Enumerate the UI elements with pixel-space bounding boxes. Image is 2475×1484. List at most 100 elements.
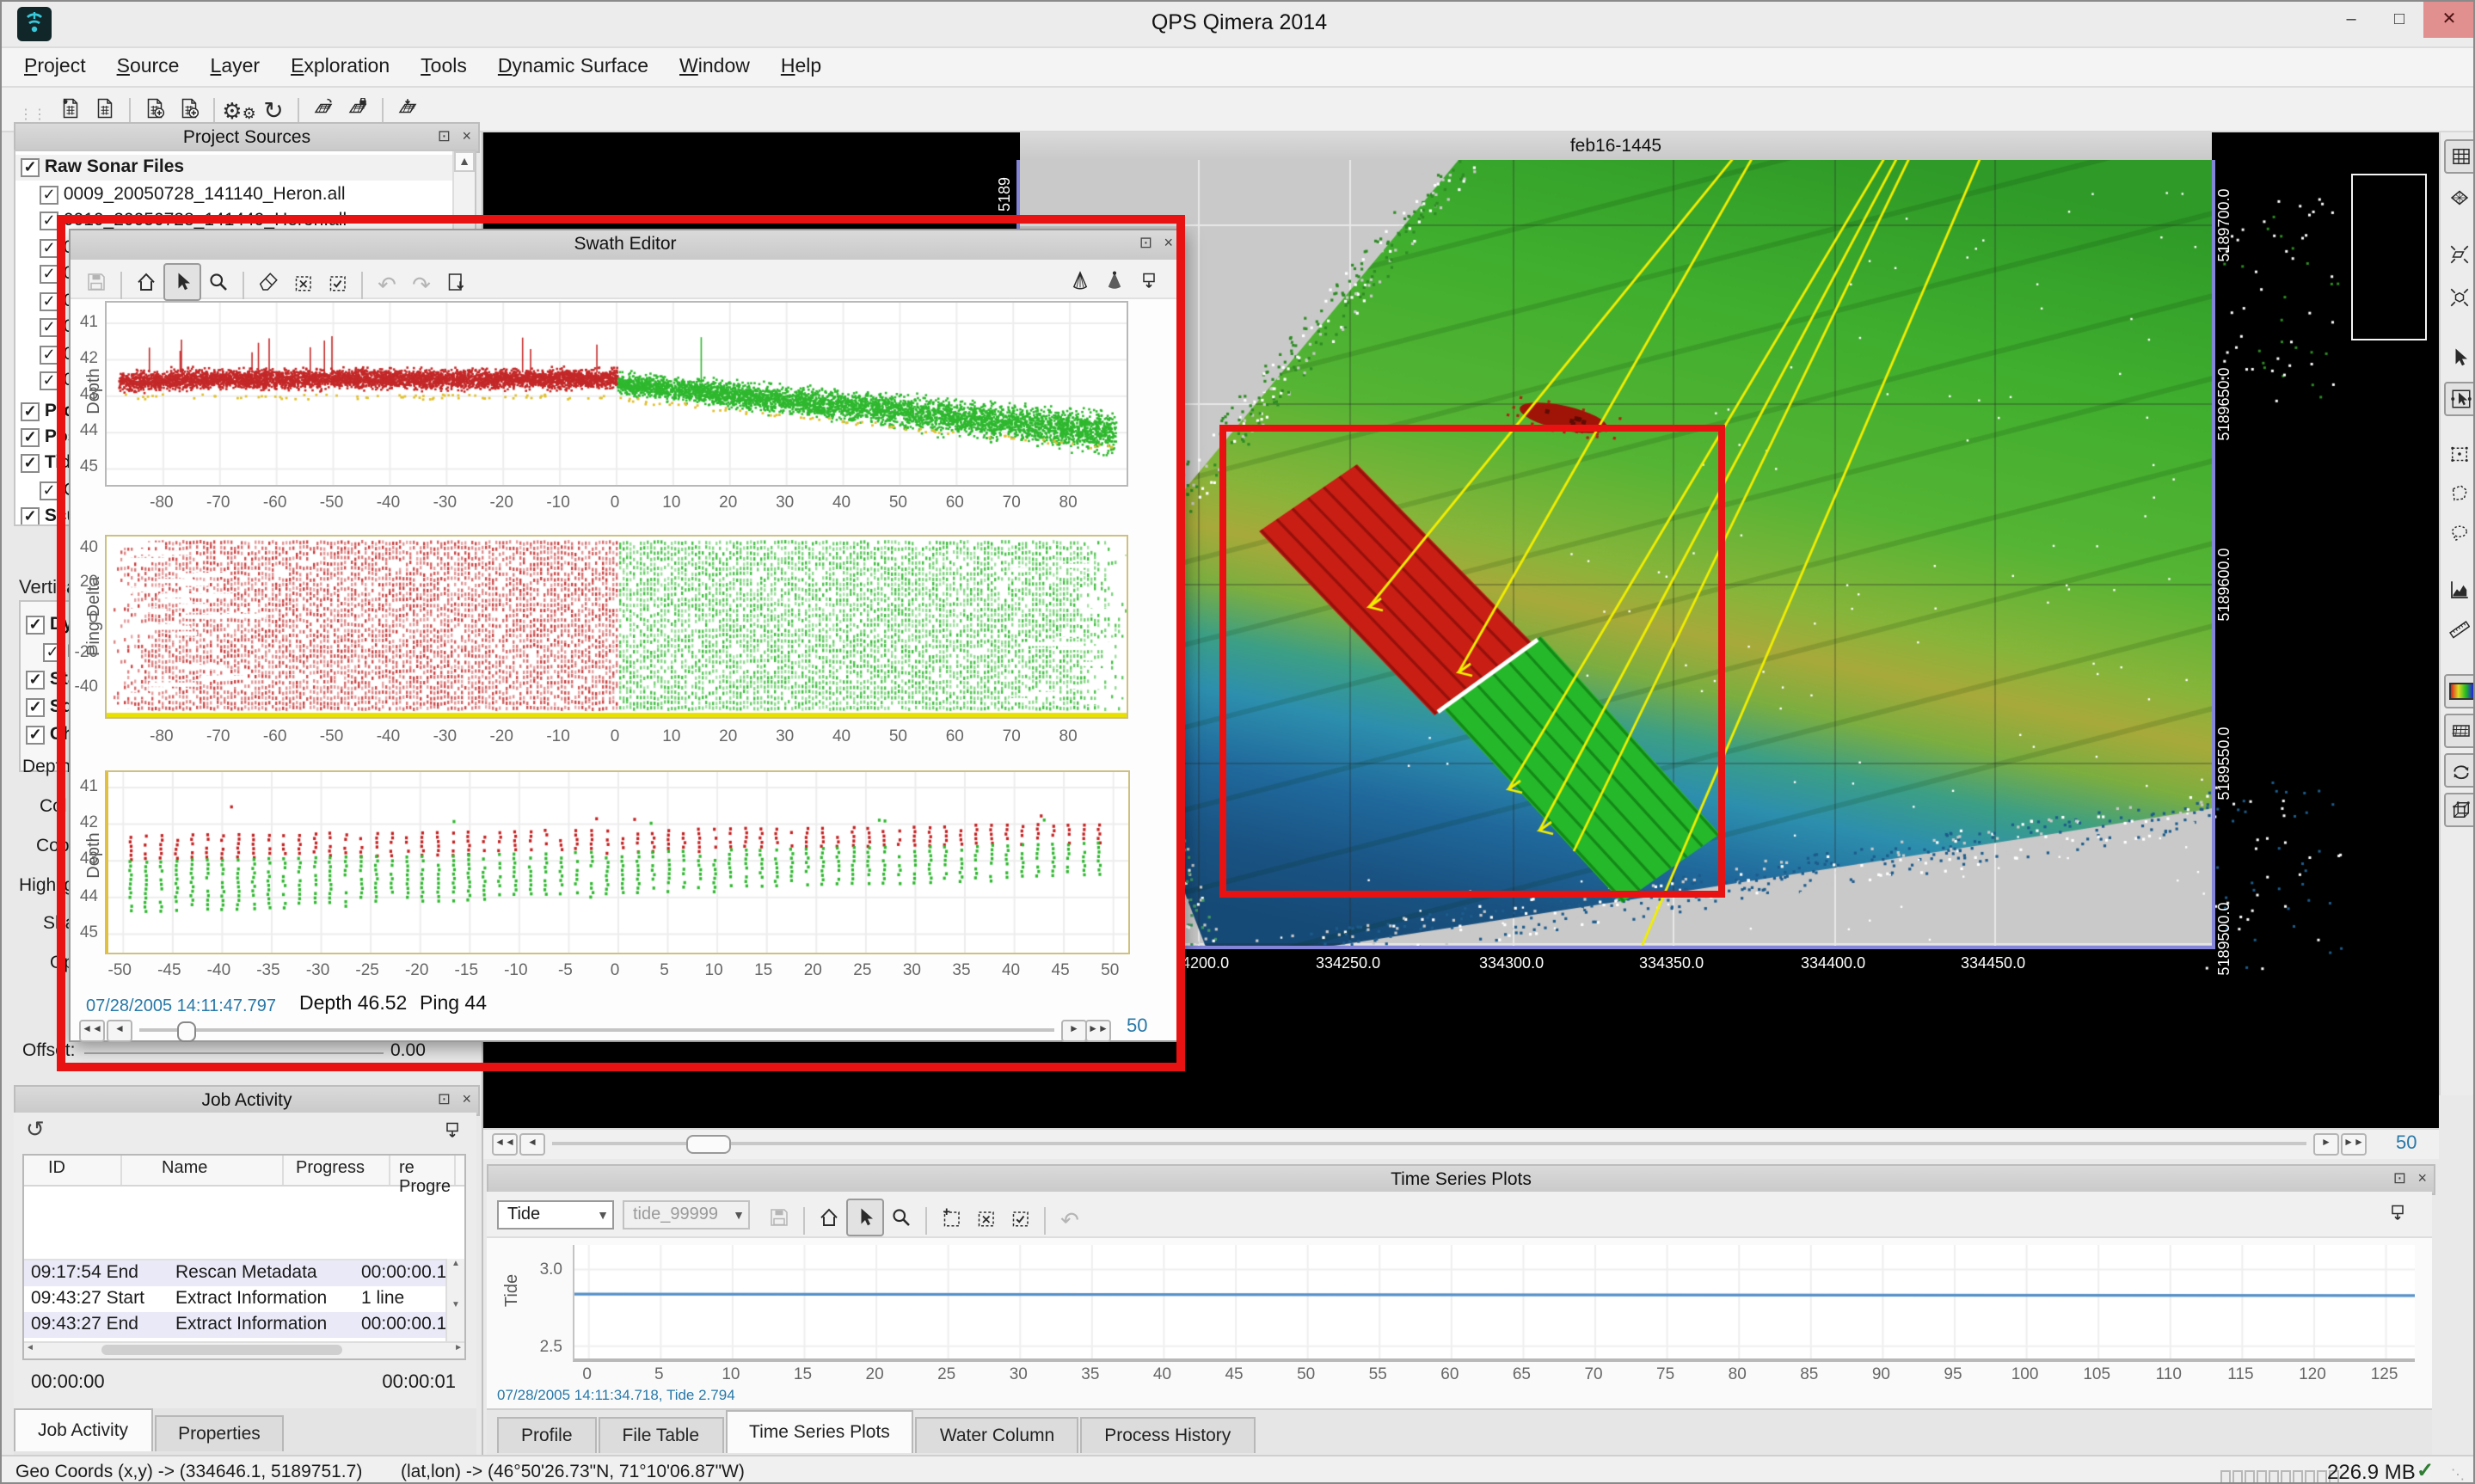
- scroll-up-icon[interactable]: ▲: [454, 151, 475, 172]
- scroll-prev-icon[interactable]: ◄: [519, 1133, 545, 1156]
- float-panel-icon[interactable]: ⊡: [438, 1088, 451, 1111]
- menu-project[interactable]: Project: [9, 48, 101, 88]
- add-raw-sonar-files-icon[interactable]: [138, 91, 172, 126]
- dock-tab-properties[interactable]: Properties: [154, 1415, 285, 1451]
- tree-checkbox[interactable]: ✓: [21, 402, 40, 420]
- home-icon[interactable]: [812, 1200, 846, 1235]
- job-log-row[interactable]: 09:17:54 End Rescan Metadata 00:00:00.15: [24, 1260, 464, 1286]
- refresh-jobs-icon[interactable]: ↺: [26, 1116, 45, 1144]
- tree-checkbox[interactable]: ✓: [21, 453, 40, 472]
- polygon-select-icon[interactable]: [2444, 478, 2475, 509]
- maximize-button[interactable]: □: [2375, 2, 2423, 38]
- project-sources-header[interactable]: Project Sources ⊡ ×: [14, 122, 480, 153]
- menu-layer[interactable]: Layer: [195, 48, 276, 88]
- tab-time-series-plots[interactable]: Time Series Plots: [725, 1410, 914, 1453]
- tree-checkbox[interactable]: ✓: [40, 481, 58, 500]
- job-log-row[interactable]: 09:43:27 End Extract Information 00:00:00.…: [24, 1312, 464, 1338]
- new-project-icon[interactable]: [53, 91, 88, 126]
- job-log-hscrollbar[interactable]: ◄ ►: [24, 1341, 464, 1358]
- scroll-last-icon[interactable]: ►►: [2341, 1133, 2367, 1156]
- tree-checkbox[interactable]: ✓: [21, 157, 40, 176]
- float-panel-icon[interactable]: ⊡: [2393, 1168, 2406, 1190]
- time-series-header[interactable]: Time Series Plots ⊡ ×: [487, 1164, 2435, 1195]
- tab-file-table[interactable]: File Table: [599, 1417, 724, 1453]
- menu-tools[interactable]: Tools: [405, 48, 482, 88]
- map-scrollbar[interactable]: ◄◄ ◄ ► ►► 50: [483, 1128, 2439, 1159]
- resize-grip[interactable]: ⋱: [2451, 1467, 2465, 1482]
- toolbar-grip[interactable]: ⋮⋮: [19, 107, 46, 122]
- zoom-extent-surface-icon[interactable]: [2444, 239, 2475, 270]
- pin-panel-icon[interactable]: [442, 1119, 463, 1140]
- zoom-icon[interactable]: [884, 1200, 918, 1235]
- save-icon[interactable]: [762, 1200, 796, 1235]
- close-panel-icon[interactable]: ×: [2417, 1168, 2427, 1190]
- tree-item[interactable]: ✓ 0009_20050728_141140_Heron.all: [15, 182, 475, 208]
- job-column-header[interactable]: Name: [162, 1159, 207, 1178]
- job-column-header[interactable]: ID: [48, 1159, 65, 1178]
- menu-source[interactable]: Source: [101, 48, 195, 88]
- tree-checkbox[interactable]: ✓: [40, 211, 58, 230]
- x-tick-label: 0: [582, 1365, 592, 1384]
- float-panel-icon[interactable]: ⊡: [438, 126, 451, 148]
- minimize-button[interactable]: –: [2327, 2, 2375, 38]
- menu-help[interactable]: Help: [765, 48, 837, 88]
- select-points-icon[interactable]: [2444, 382, 2475, 416]
- job-table-header: ID Name Progress re Progre: [24, 1156, 464, 1187]
- tree-checkbox[interactable]: ✓: [40, 291, 58, 310]
- job-log-vscrollbar[interactable]: ▲ ▼: [445, 1259, 464, 1345]
- add-processed-points-icon[interactable]: [172, 91, 206, 126]
- tab-water-column[interactable]: Water Column: [916, 1417, 1078, 1453]
- tree-checkbox[interactable]: ✓: [40, 345, 58, 364]
- menu-exploration[interactable]: Exploration: [275, 48, 405, 88]
- colormap-icon[interactable]: [2444, 674, 2475, 708]
- menu-window[interactable]: Window: [664, 48, 765, 88]
- tree-checkbox[interactable]: ✓: [40, 371, 58, 389]
- lasso-select-icon[interactable]: [2444, 518, 2475, 549]
- dock-tab-job-activity[interactable]: Job Activity: [14, 1408, 152, 1451]
- series-type-combo[interactable]: Tide ▼: [497, 1200, 614, 1230]
- northing-label: 5189650.0: [2215, 359, 2232, 449]
- pin-panel-icon[interactable]: [2387, 1202, 2408, 1223]
- zoom-extent-3d-icon[interactable]: [2444, 282, 2475, 313]
- tree-item[interactable]: ✓ Raw Sonar Files: [15, 155, 475, 181]
- surface-wireframe-icon[interactable]: [2444, 714, 2475, 748]
- series-file-combo[interactable]: tide_99999 ▼: [623, 1200, 750, 1230]
- reject-box-icon[interactable]: [968, 1200, 1003, 1235]
- job-log-row[interactable]: 09:43:27 Start Extract Information 1 line: [24, 1286, 464, 1312]
- scroll-first-icon[interactable]: ◄◄: [492, 1133, 518, 1156]
- tab-process-history[interactable]: Process History: [1080, 1417, 1255, 1453]
- export-surface-icon[interactable]: [390, 91, 425, 126]
- undo-icon[interactable]: ↶: [1053, 1204, 1087, 1238]
- grid-view-icon[interactable]: [2444, 139, 2475, 174]
- tree-checkbox[interactable]: ✓: [40, 185, 58, 204]
- scroll-groove[interactable]: [552, 1142, 2306, 1145]
- tree-checkbox[interactable]: ✓: [21, 427, 40, 446]
- scroll-next-icon[interactable]: ►: [2313, 1133, 2339, 1156]
- accept-box-icon[interactable]: [1003, 1200, 1037, 1235]
- rectangle-select-icon[interactable]: [2444, 438, 2475, 469]
- create-dynamic-surface-icon[interactable]: [306, 91, 341, 126]
- scroll-slider[interactable]: [686, 1135, 731, 1154]
- tab-profile[interactable]: Profile: [497, 1417, 597, 1453]
- cursor-icon[interactable]: [846, 1199, 884, 1236]
- tree-checkbox[interactable]: ✓: [21, 506, 40, 525]
- close-panel-icon[interactable]: ×: [462, 126, 471, 148]
- add-box-icon[interactable]: [934, 1200, 968, 1235]
- lock-surface-icon[interactable]: [341, 91, 375, 126]
- open-project-icon[interactable]: [88, 91, 122, 126]
- tide-plot-frame[interactable]: [573, 1245, 2415, 1362]
- rotate-3d-icon[interactable]: [2444, 753, 2475, 788]
- close-button[interactable]: ✕: [2423, 2, 2475, 38]
- profile-tool-icon[interactable]: [2444, 574, 2475, 605]
- job-column-header[interactable]: Progress: [296, 1159, 365, 1178]
- tree-checkbox[interactable]: ✓: [40, 238, 58, 257]
- tree-checkbox[interactable]: ✓: [40, 264, 58, 283]
- job-activity-header[interactable]: Job Activity ⊡ ×: [14, 1085, 480, 1116]
- tree-checkbox[interactable]: ✓: [40, 317, 58, 336]
- close-panel-icon[interactable]: ×: [462, 1088, 471, 1111]
- pointer-icon[interactable]: [2444, 342, 2475, 373]
- cube-3d-icon[interactable]: [2444, 793, 2475, 827]
- measure-tool-icon[interactable]: [2444, 614, 2475, 645]
- menu-dynamic-surface[interactable]: Dynamic Surface: [482, 48, 664, 88]
- surface-layers-icon[interactable]: [2444, 182, 2475, 213]
